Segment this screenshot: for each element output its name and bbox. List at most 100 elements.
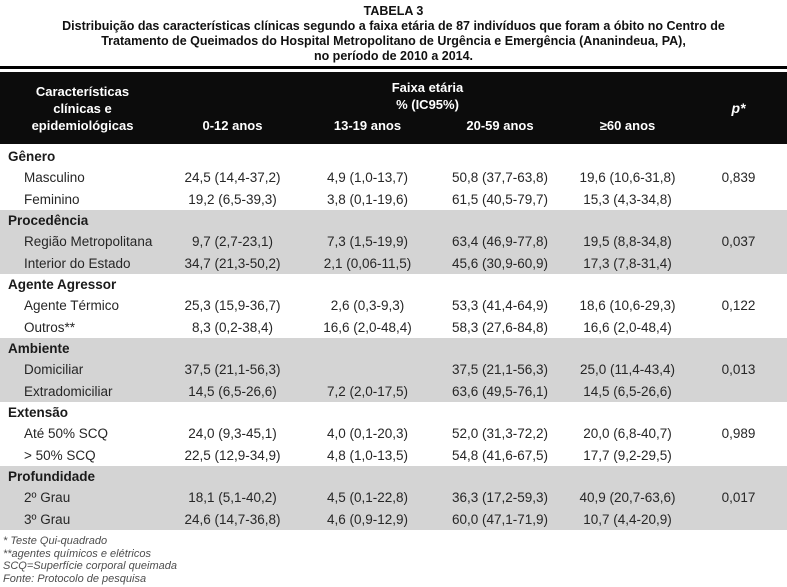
p-value-cell: 0,013 (721, 361, 756, 377)
footnotes: * Teste Qui-quadrado **agentes químicos e… (0, 535, 787, 585)
p-value-cell: 0,839 (721, 169, 756, 185)
value-cell: 9,7 (2,7-23,1) (191, 233, 274, 249)
value-cell: 4,6 (0,9-12,9) (326, 511, 409, 527)
section-header: Gênero (8, 149, 56, 164)
table-section: Gênero Masculino 24,5 (14,4-37,2) 4,9 (1,0-… (0, 146, 787, 210)
table-header: Características clínicas e epidemiológicas… (0, 72, 787, 144)
section-header: Procedência (8, 213, 89, 228)
p-col-header: p* (731, 100, 746, 116)
value-cell: 10,7 (4,4-20,9) (583, 511, 672, 527)
value-cell: 15,3 (4,3-34,8) (583, 191, 672, 207)
table-number: TABELA 3 (363, 4, 424, 18)
header-col1-line: clínicas e (53, 100, 112, 116)
p-value-cell: 0,017 (721, 489, 756, 505)
value-cell: 63,6 (49,5-76,1) (451, 383, 549, 399)
value-cell: 14,5 (6,5-26,6) (188, 383, 277, 399)
value-cell: 18,6 (10,6-29,3) (579, 297, 676, 313)
table-row: 3º Grau 24,6 (14,7-36,8) 4,6 (0,9-12,9) 60,… (0, 508, 787, 530)
value-cell: 17,7 (9,2-29,5) (583, 447, 672, 463)
value-cell: 50,8 (37,7-63,8) (451, 169, 549, 185)
row-label: Até 50% SCQ (24, 425, 109, 441)
value-cell: 7,2 (2,0-17,5) (326, 383, 409, 399)
value-cell: 58,3 (27,6-84,8) (451, 319, 549, 335)
header-col-characteristics: Características clínicas e epidemiológicas (0, 72, 165, 144)
row-label: Outros** (24, 319, 76, 335)
value-cell: 4,8 (1,0-13,5) (326, 447, 409, 463)
table-row: Agente Térmico 25,3 (15,9-36,7) 2,6 (0,3-9… (0, 294, 787, 316)
table-caption: Distribuição das características clínica… (0, 19, 787, 64)
table-caption-line: Distribuição das características clínica… (62, 19, 725, 33)
value-cell: 2,6 (0,3-9,3) (330, 297, 405, 313)
table-row: Extradomiciliar 14,5 (6,5-26,6) 7,2 (2,0-1… (0, 380, 787, 402)
table-row: Feminino 19,2 (6,5-39,3) 3,8 (0,1-19,6) 61,… (0, 188, 787, 210)
value-cell: 18,1 (5,1-40,2) (188, 489, 277, 505)
row-label: 2º Grau (24, 489, 71, 505)
value-cell: 36,3 (17,2-59,3) (451, 489, 549, 505)
table-row: 2º Grau 18,1 (5,1-40,2) 4,5 (0,1-22,8) 36,3… (0, 486, 787, 508)
age-group-subtitle: % (IC95%) (396, 97, 459, 112)
value-cell: 16,6 (2,0-48,4) (323, 319, 412, 335)
table-body: Gênero Masculino 24,5 (14,4-37,2) 4,9 (1,0-… (0, 146, 787, 530)
age-col-header: 0-12 anos (202, 118, 263, 133)
value-cell: 2,1 (0,06-11,5) (323, 255, 412, 271)
value-cell: 17,3 (7,8-31,4) (583, 255, 672, 271)
value-cell: 24,6 (14,7-36,8) (184, 511, 281, 527)
table-section: Profundidade 2º Grau 18,1 (5,1-40,2) 4,5 (0… (0, 466, 787, 530)
table-caption-line: Tratamento de Queimados do Hospital Metr… (101, 34, 686, 48)
value-cell: 20,0 (6,8-40,7) (583, 425, 672, 441)
value-cell: 8,3 (0,2-38,4) (191, 319, 274, 335)
table-row: Região Metropolitana 9,7 (2,7-23,1) 7,3 (1… (0, 230, 787, 252)
header-age-group: Faixa etária % (IC95%) 0-12 anos 13-19 an… (165, 72, 690, 144)
section-header: Ambiente (8, 341, 70, 356)
top-rule (0, 66, 787, 69)
table-row: Domiciliar 37,5 (21,1-56,3) 37,5 (21,1-56,… (0, 358, 787, 380)
section-header: Agente Agressor (8, 277, 117, 292)
value-cell: 45,6 (30,9-60,9) (451, 255, 549, 271)
table-row: > 50% SCQ 22,5 (12,9-34,9) 4,8 (1,0-13,5) 5… (0, 444, 787, 466)
value-cell: 34,7 (21,3-50,2) (184, 255, 281, 271)
value-cell: 25,3 (15,9-36,7) (184, 297, 281, 313)
p-value-cell: 0,989 (721, 425, 756, 441)
p-value-cell: 0,122 (721, 297, 756, 313)
value-cell: 25,0 (11,4-43,4) (579, 361, 676, 377)
value-cell: 3,8 (0,1-19,6) (326, 191, 409, 207)
table-title-block: TABELA 3 Distribuição das característica… (0, 0, 787, 64)
table-row: Outros** 8,3 (0,2-38,4) 16,6 (2,0-48,4) 58,… (0, 316, 787, 338)
table-caption-line: no período de 2010 a 2014. (313, 49, 474, 63)
value-cell: 4,5 (0,1-22,8) (326, 489, 409, 505)
table-row: Masculino 24,5 (14,4-37,2) 4,9 (1,0-13,7) 5… (0, 166, 787, 188)
value-cell: 14,5 (6,5-26,6) (583, 383, 672, 399)
table-row: Até 50% SCQ 24,0 (9,3-45,1) 4,0 (0,1-20,3)… (0, 422, 787, 444)
footnote-line: SCQ=Superfície corporal queimada (3, 560, 177, 572)
age-col-header: ≥60 anos (599, 118, 656, 133)
footnote-line: **agentes químicos e elétricos (3, 547, 151, 560)
age-header-row: 0-12 anos 13-19 anos 20-59 anos ≥60 anos (165, 118, 690, 133)
row-label: Extradomiciliar (24, 383, 113, 399)
p-value-cell: 0,037 (721, 233, 756, 249)
row-label: Interior do Estado (24, 255, 131, 271)
table-section: Extensão Até 50% SCQ 24,0 (9,3-45,1) 4,0 (0… (0, 402, 787, 466)
footnote-line: Fonte: Protocolo de pesquisa (3, 572, 147, 585)
table-section: Procedência Região Metropolitana 9,7 (2,7-… (0, 210, 787, 274)
value-cell: 52,0 (31,3-72,2) (451, 425, 549, 441)
value-cell: 53,3 (41,4-64,9) (451, 297, 549, 313)
row-label: Região Metropolitana (24, 233, 153, 249)
table-row: Interior do Estado 34,7 (21,3-50,2) 2,1 (0… (0, 252, 787, 274)
value-cell: 37,5 (21,1-56,3) (184, 361, 281, 377)
value-cell: 40,9 (20,7-63,6) (579, 489, 676, 505)
value-cell: 54,8 (41,6-67,5) (451, 447, 549, 463)
row-label: 3º Grau (24, 511, 71, 527)
row-label: Domiciliar (24, 361, 84, 377)
section-header: Profundidade (8, 469, 95, 484)
value-cell: 22,5 (12,9-34,9) (184, 447, 281, 463)
value-cell: 37,5 (21,1-56,3) (451, 361, 549, 377)
row-label: Masculino (24, 169, 85, 185)
value-cell: 16,6 (2,0-48,4) (583, 319, 672, 335)
row-label: Agente Térmico (24, 297, 120, 313)
value-cell: 24,5 (14,4-37,2) (184, 169, 281, 185)
row-label: > 50% SCQ (24, 447, 96, 463)
value-cell: 4,9 (1,0-13,7) (326, 169, 409, 185)
section-header: Extensão (8, 405, 69, 420)
value-cell: 19,2 (6,5-39,3) (188, 191, 277, 207)
